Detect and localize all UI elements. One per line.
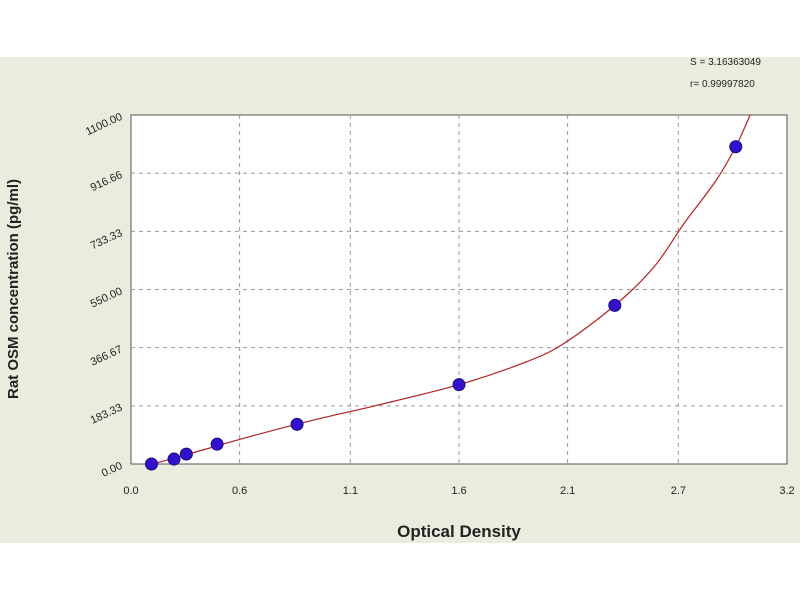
y-tick-label: 733.33 — [89, 227, 125, 252]
y-axis-title: Rat OSM concentration (pg/ml) — [5, 179, 22, 399]
stat-s: S = 3.16363049 — [690, 57, 761, 68]
y-tick-label: 550.00 — [89, 285, 125, 310]
x-tick-labels: 0.0 0.6 1.1 1.6 2.1 2.7 3.2 — [123, 485, 794, 497]
data-points — [145, 140, 743, 471]
y-tick-labels: 0.00 183.33 366.67 550.00 733.33 916.66 1100.0… — [84, 111, 124, 480]
y-tick-label: 1100.00 — [84, 111, 124, 138]
grid — [131, 115, 787, 464]
data-point — [210, 437, 224, 451]
chart-panel: 0.0 0.6 1.1 1.6 2.1 2.7 3.2 0.00 183.33 366.67 55… — [0, 57, 800, 543]
chart-svg: 0.0 0.6 1.1 1.6 2.1 2.7 3.2 0.00 183.33 366.67 55… — [5, 57, 795, 541]
y-tick-label: 0.00 — [100, 460, 124, 480]
data-point — [179, 447, 193, 461]
data-point — [452, 378, 466, 392]
x-axis-title: Optical Density — [397, 522, 521, 541]
y-tick-label: 916.66 — [89, 169, 125, 194]
x-tick-label: 0.0 — [123, 485, 138, 497]
data-point — [167, 452, 181, 466]
x-tick-label: 2.1 — [560, 485, 575, 497]
data-point — [290, 417, 304, 431]
data-point — [729, 140, 743, 154]
stat-r: r= 0.99997820 — [690, 79, 755, 90]
data-point — [608, 298, 622, 312]
x-tick-label: 0.6 — [232, 485, 247, 497]
data-point — [145, 457, 158, 471]
x-tick-label: 1.6 — [451, 485, 466, 497]
fit-curve — [147, 114, 751, 467]
x-tick-label: 1.1 — [343, 485, 358, 497]
x-tick-label: 2.7 — [671, 485, 686, 497]
x-tick-label: 3.2 — [779, 485, 794, 497]
y-tick-label: 183.33 — [89, 402, 125, 427]
y-tick-label: 366.67 — [89, 344, 125, 369]
